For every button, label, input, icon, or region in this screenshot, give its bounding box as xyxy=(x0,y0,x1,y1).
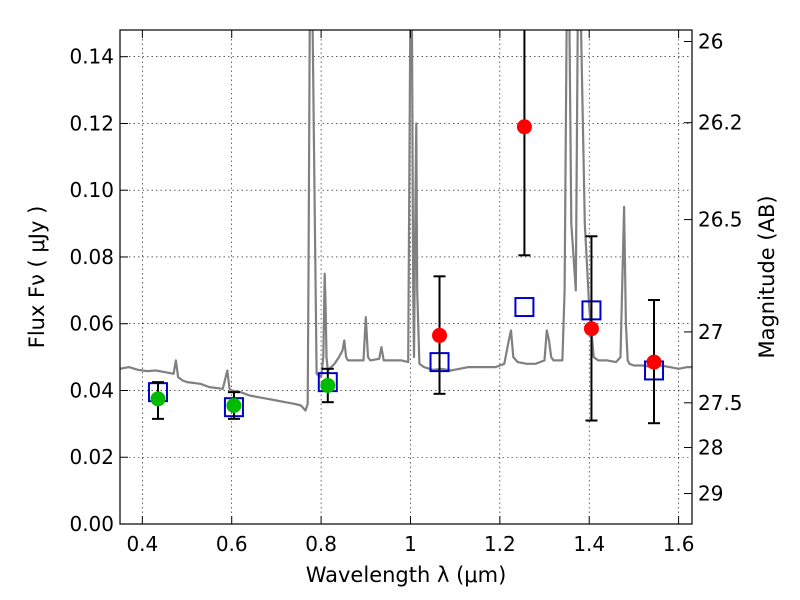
y-tick-label: 0.14 xyxy=(69,45,114,69)
y2-axis-label: Magnitude (AB) xyxy=(755,195,779,358)
observed-low-sn-point xyxy=(646,354,662,370)
y-axis-label: Flux Fν ( μJy ) xyxy=(25,206,49,349)
observed-low-sn-point xyxy=(583,321,599,337)
y2-axis-ticks: 26 26.2 26.5 27 27.5 28 29 xyxy=(684,30,743,506)
observed-detections-point xyxy=(320,377,336,393)
model-photometry-square xyxy=(514,297,535,318)
y2-tick-label: 26 xyxy=(698,30,723,54)
y-axis-ticks: 0.00 0.02 0.04 0.06 0.08 0.10 0.12 0.14 xyxy=(69,45,128,536)
x-axis-ticks: 0.4 0.6 0.8 1 1.2 1.4 1.6 xyxy=(126,30,695,556)
markers-layer xyxy=(147,30,665,425)
observed-low-sn-point xyxy=(516,119,532,135)
y-tick-label: 0.08 xyxy=(69,245,114,269)
x-tick-label: 1 xyxy=(404,532,417,556)
y-tick-label: 0.04 xyxy=(69,378,114,402)
y2-tick-label: 27 xyxy=(698,320,723,344)
y2-tick-label: 28 xyxy=(698,436,723,460)
x-tick-label: 0.8 xyxy=(305,532,337,556)
y-tick-label: 0.10 xyxy=(69,178,114,202)
x-tick-label: 0.4 xyxy=(126,532,158,556)
y-tick-label: 0.02 xyxy=(69,445,114,469)
y-tick-label: 0.06 xyxy=(69,312,114,336)
plot-frame xyxy=(119,29,693,525)
y-tick-label: 0.12 xyxy=(69,111,114,135)
plot-background xyxy=(120,30,692,524)
y2-tick-label: 29 xyxy=(698,482,723,506)
observed-detections-point xyxy=(150,391,166,407)
y2-tick-label: 27.5 xyxy=(698,391,743,415)
observed-detections-point xyxy=(226,398,242,414)
x-tick-label: 1.6 xyxy=(663,532,695,556)
x-tick-label: 1.4 xyxy=(573,532,605,556)
y2-tick-label: 26.5 xyxy=(698,208,743,232)
y-tick-label: 0.00 xyxy=(69,512,114,536)
model-spectrum-line xyxy=(120,30,692,412)
x-tick-label: 0.6 xyxy=(216,532,248,556)
y2-tick-label: 26.2 xyxy=(698,111,743,135)
observed-low-sn-point xyxy=(432,327,448,343)
series-layer xyxy=(120,30,692,412)
x-axis-label: Wavelength λ (μm) xyxy=(306,563,507,587)
x-tick-label: 1.2 xyxy=(484,532,516,556)
